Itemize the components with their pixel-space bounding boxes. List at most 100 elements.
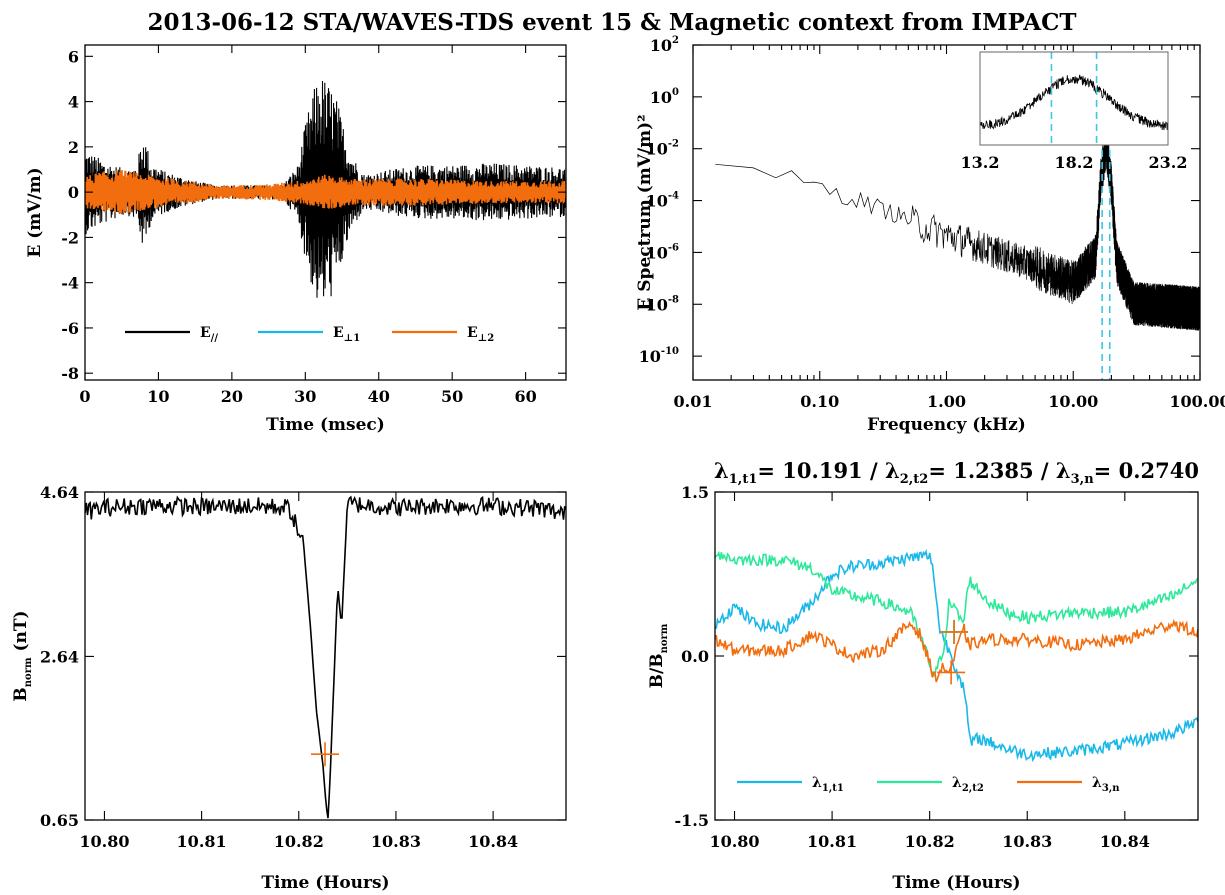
legend-label: E⊥1	[333, 325, 360, 344]
legend-label-sub: 1,t1	[822, 783, 844, 794]
title-value: = 0.2740	[1094, 458, 1199, 483]
y-tick-label: 1.5	[681, 483, 709, 502]
y-tick-label: -1.5	[675, 811, 709, 830]
inset-background	[980, 52, 1168, 145]
y-tick-exp: -2	[668, 139, 679, 150]
x-tick-label: 1.00	[927, 392, 966, 411]
title-value: = 1.2385 /	[928, 458, 1056, 483]
plot-frame	[84, 44, 567, 381]
title-lambda: λ	[1056, 458, 1071, 483]
y-tick-label: 100	[650, 87, 679, 107]
legend-entry-2: E⊥1	[258, 325, 360, 344]
x-tick-label: 0	[79, 387, 90, 406]
legend-label-base: λ	[812, 775, 822, 791]
bnorm-traces	[85, 495, 566, 819]
y-tick-base: 10	[646, 192, 668, 211]
x-tick-label: 10.82	[905, 832, 955, 851]
bnorm-panel: 10.80 10.81 10.82 10.83 10.84 4.64 2.64 0.65 Tim…	[11, 483, 567, 893]
title-sub: 3,n	[1071, 472, 1095, 487]
y-tick-label: 102	[650, 35, 679, 55]
legend-label-base: λ	[1092, 775, 1102, 791]
y-tick-label: 10-6	[646, 242, 679, 262]
y-axis-label: Bnorm (nT)	[11, 610, 34, 701]
y-tick-label: 6	[68, 47, 79, 66]
normalized-traces	[715, 548, 1198, 763]
y-tick-label: 0	[68, 183, 79, 202]
panel-title: λ1,t1= 10.191 / λ2,t2= 1.2385 / λ3,n= 0.…	[714, 458, 1199, 487]
plot-frame	[714, 491, 1199, 821]
plot-frame	[84, 491, 567, 821]
y-axis-label-base: B/B	[647, 653, 667, 688]
x-tick-label: 30	[294, 387, 316, 406]
legend-entry-1: λ1,t1	[737, 775, 844, 794]
title-value: = 10.191 /	[757, 458, 885, 483]
legend-label: λ1,t1	[812, 775, 844, 794]
spectrum-traces	[715, 128, 1200, 380]
y-tick-label: -2	[61, 228, 79, 247]
y-tick-label: 0.65	[40, 811, 79, 830]
x-axis-label: Time (msec)	[266, 415, 385, 435]
inset-x-tick-label: 23.2	[1149, 153, 1188, 172]
legend-label: E⊥2	[467, 325, 494, 344]
x-tick-label: 0.01	[674, 392, 713, 411]
x-axis-label: Time (Hours)	[261, 873, 389, 893]
x-tick-label: 10.80	[709, 832, 759, 851]
y-tick-label: 4.64	[40, 483, 79, 502]
y-axis-label-sub: norm	[659, 623, 670, 653]
legend-entry-3: E⊥2	[392, 325, 494, 344]
y-axis-label-unit: (nT)	[11, 610, 31, 657]
legend-label-sub: //	[211, 333, 219, 344]
legend-label-sub: ⊥1	[344, 333, 361, 344]
spectrum-inset: 13.2 18.2 23.2	[961, 51, 1188, 172]
legend-label-sub: ⊥2	[478, 333, 495, 344]
legend-label-base: E	[467, 325, 478, 341]
x-tick-label: 10.00	[1048, 392, 1098, 411]
figure-title: 2013-06-12 STA/WAVES-TDS event 15 & Magn…	[147, 9, 1076, 36]
legend-label-sub: 2,t2	[962, 783, 984, 794]
y-tick-label: 2	[68, 138, 79, 157]
legend-label: λ2,t2	[952, 775, 984, 794]
legend-entry-3: λ3,n	[1017, 775, 1120, 794]
x-tick-label: 40	[368, 387, 390, 406]
y-tick-label: 10-10	[639, 346, 679, 366]
y-axis-label-base: B	[11, 687, 31, 701]
y-tick-label: 10-4	[646, 191, 679, 211]
x-tick-label: 10.81	[177, 832, 227, 851]
title-lambda: λ	[885, 458, 900, 483]
waveform-panel: 0 10 20 30 40 50 60 -8 -6 -4 -2 0 2 4 6 Time (msec) E (m…	[25, 44, 567, 435]
x-tick-label: 10.81	[807, 832, 857, 851]
x-tick-label: 10	[147, 387, 169, 406]
legend-label: λ3,n	[1092, 775, 1120, 794]
y-axis-label: E Spectrum (mV/m)²	[635, 114, 655, 310]
title-lambda: λ	[714, 458, 729, 483]
legend-label-base: E	[200, 325, 211, 341]
x-tick-label: 60	[514, 387, 536, 406]
legend-label-base: E	[333, 325, 344, 341]
y-tick-label: 4	[68, 93, 79, 112]
x-tick-label: 50	[441, 387, 463, 406]
x-axis-label: Frequency (kHz)	[867, 415, 1026, 435]
series-line-3	[715, 618, 1198, 683]
y-tick-label: 2.64	[40, 647, 79, 666]
y-tick-label: -4	[61, 274, 79, 293]
inset-frame	[979, 51, 1169, 146]
spectrum-line	[715, 128, 1200, 331]
inset-traces	[980, 52, 1168, 145]
y-tick-exp: -6	[668, 242, 679, 253]
title-sub: 1,t1	[729, 472, 758, 487]
x-tick-label: 10.82	[274, 832, 324, 851]
y-tick-label: 10-8	[646, 294, 679, 314]
series-line-2	[715, 550, 1198, 677]
y-tick-base: 10	[646, 295, 668, 314]
legend-entry-2: λ2,t2	[877, 775, 984, 794]
y-tick-base: 10	[650, 36, 672, 55]
y-tick-base: 10	[639, 347, 661, 366]
x-tick-label: 20	[221, 387, 243, 406]
y-axis-label-sub: norm	[23, 657, 34, 687]
x-tick-label: 10.84	[468, 832, 518, 851]
inset-line	[980, 74, 1168, 131]
bnorm-line	[85, 495, 566, 819]
y-tick-exp: 2	[672, 35, 679, 46]
x-tick-label: 10.80	[79, 832, 129, 851]
